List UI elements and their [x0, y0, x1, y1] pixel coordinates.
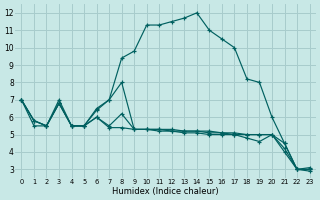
X-axis label: Humidex (Indice chaleur): Humidex (Indice chaleur)	[112, 187, 219, 196]
